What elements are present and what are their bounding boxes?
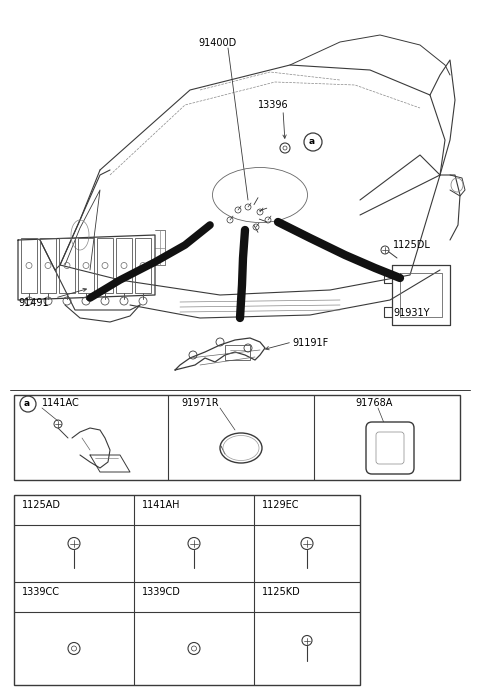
Text: 1141AH: 1141AH [142,500,180,510]
Text: 1125DL: 1125DL [393,240,431,250]
Text: 1141AC: 1141AC [42,398,80,408]
Text: 91931Y: 91931Y [393,308,430,318]
Bar [40,238,56,293]
Bar [14,395,460,480]
Text: 91491: 91491 [18,298,48,308]
Bar [21,238,37,293]
Bar [116,238,132,293]
Bar [97,238,113,293]
Bar [59,238,75,293]
Text: 1339CC: 1339CC [22,587,60,597]
Text: 91191F: 91191F [292,338,328,348]
Text: 91971R: 91971R [181,398,219,408]
Text: 1129EC: 1129EC [262,500,300,510]
Bar [78,238,94,293]
FancyBboxPatch shape [366,422,414,474]
Bar [135,238,151,293]
Text: 1125KD: 1125KD [262,587,301,597]
Text: 1125AD: 1125AD [22,500,61,510]
Text: 1339CD: 1339CD [142,587,181,597]
Bar [225,345,250,360]
Text: 91768A: 91768A [355,398,392,408]
Bar [14,495,360,685]
Text: a: a [24,399,30,408]
FancyBboxPatch shape [376,432,404,464]
Text: a: a [309,137,315,146]
Text: 13396: 13396 [258,100,288,110]
Text: 91400D: 91400D [198,38,236,48]
